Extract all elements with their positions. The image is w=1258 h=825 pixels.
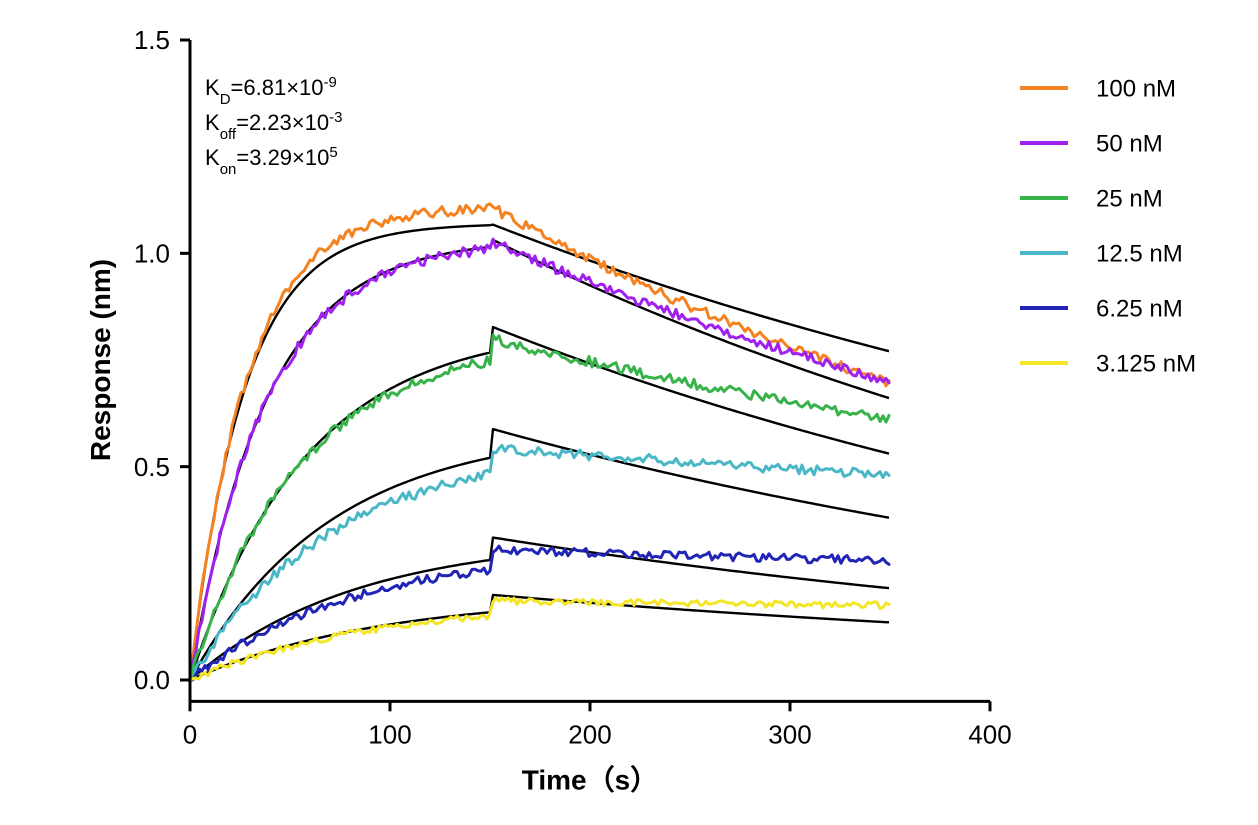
y-tick-label: 1.5 <box>134 25 170 55</box>
x-axis-label: Time（s） <box>522 763 658 795</box>
legend-label: 12.5 nM <box>1096 240 1183 267</box>
legend-label: 100 nM <box>1096 75 1176 102</box>
legend-label: 25 nM <box>1096 185 1163 212</box>
y-axis-label: Response (nm) <box>85 259 116 461</box>
sensorgram-chart: 0 100 200 300 400 0.0 0.5 1.0 1.5 Time（s） Response… <box>0 0 1258 825</box>
y-tick-label: 0.5 <box>134 452 170 482</box>
x-tick-label: 300 <box>768 719 811 749</box>
y-tick-label: 0.0 <box>134 665 170 695</box>
legend-label: 6.25 nM <box>1096 295 1183 322</box>
legend-label: 3.125 nM <box>1096 350 1196 377</box>
x-tick-label: 400 <box>968 719 1011 749</box>
y-tick-label: 1.0 <box>134 238 170 268</box>
legend-label: 50 nM <box>1096 130 1163 157</box>
x-tick-label: 0 <box>183 719 197 749</box>
x-tick-label: 200 <box>568 719 611 749</box>
x-tick-label: 100 <box>368 719 411 749</box>
